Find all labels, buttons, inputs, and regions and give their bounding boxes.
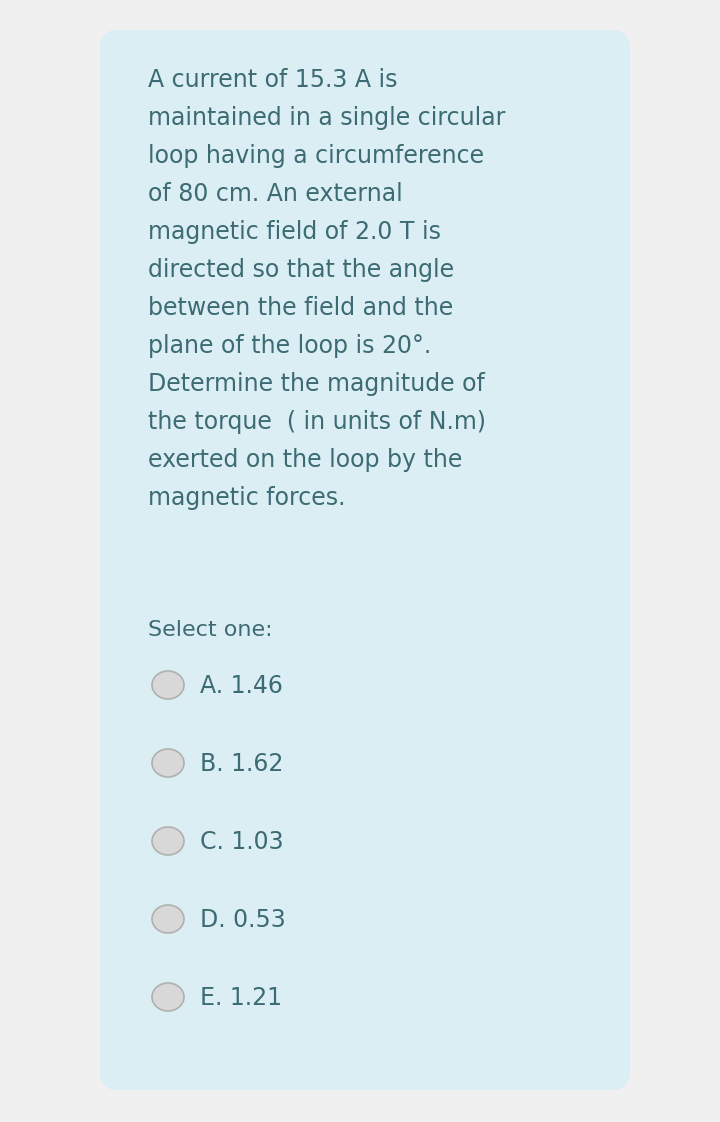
Text: maintained in a single circular: maintained in a single circular (148, 105, 505, 130)
Ellipse shape (152, 905, 184, 934)
Text: between the field and the: between the field and the (148, 296, 454, 320)
Text: B. 1.62: B. 1.62 (200, 752, 284, 776)
Text: A. 1.46: A. 1.46 (200, 674, 283, 698)
Text: magnetic forces.: magnetic forces. (148, 486, 346, 511)
Text: A current of 15.3 A is: A current of 15.3 A is (148, 68, 397, 92)
Ellipse shape (152, 827, 184, 855)
Text: D. 0.53: D. 0.53 (200, 908, 286, 932)
Text: magnetic field of 2.0 T is: magnetic field of 2.0 T is (148, 220, 441, 243)
Text: the torque  ( in units of N.m): the torque ( in units of N.m) (148, 410, 486, 434)
Ellipse shape (152, 749, 184, 778)
Text: Select one:: Select one: (148, 620, 273, 640)
Text: Determine the magnitude of: Determine the magnitude of (148, 373, 485, 396)
Text: exerted on the loop by the: exerted on the loop by the (148, 448, 462, 472)
Text: C. 1.03: C. 1.03 (200, 830, 284, 854)
Ellipse shape (152, 671, 184, 699)
Ellipse shape (152, 983, 184, 1011)
Text: loop having a circumference: loop having a circumference (148, 144, 484, 168)
Text: plane of the loop is 20°.: plane of the loop is 20°. (148, 334, 431, 358)
Text: directed so that the angle: directed so that the angle (148, 258, 454, 282)
Text: E. 1.21: E. 1.21 (200, 986, 282, 1010)
Text: of 80 cm. An external: of 80 cm. An external (148, 182, 402, 206)
FancyBboxPatch shape (100, 30, 630, 1089)
